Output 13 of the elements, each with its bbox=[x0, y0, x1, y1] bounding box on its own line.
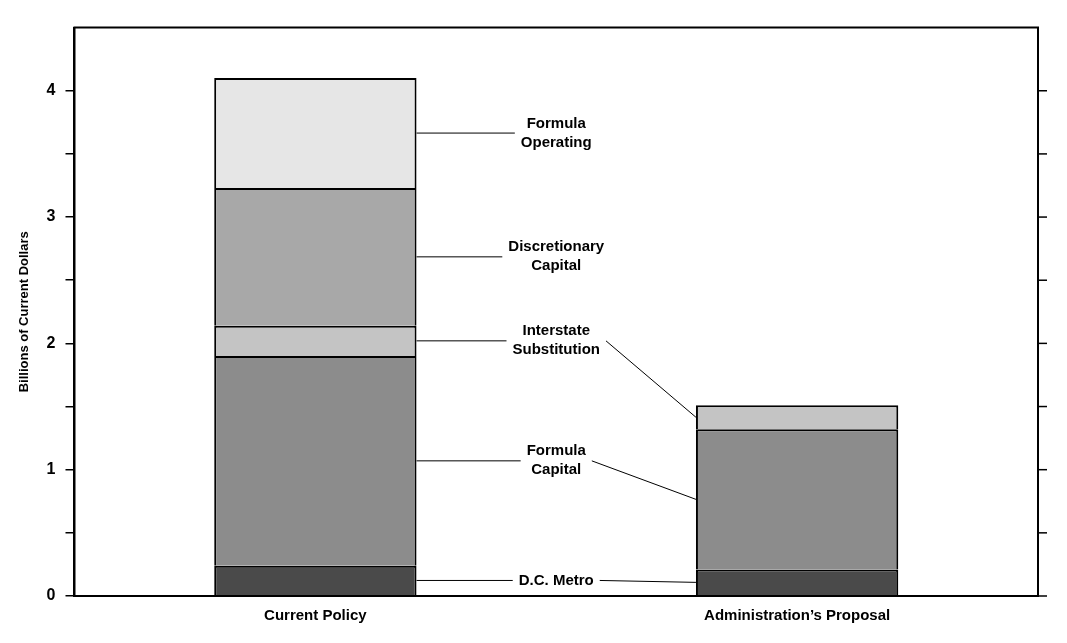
y-tick-label: 2 bbox=[46, 333, 56, 351]
y-tick-label: 1 bbox=[46, 460, 56, 478]
text: Formula Operating bbox=[520, 113, 592, 150]
y-axis-title: Billions of Current Dollars bbox=[16, 231, 32, 393]
x-tick-label: Current Policy bbox=[264, 606, 368, 624]
text: Formula Capital bbox=[526, 441, 587, 478]
y-tick-label: 4 bbox=[46, 81, 56, 99]
y-tick-label: 0 bbox=[46, 586, 56, 604]
text: Interstate Substitution bbox=[512, 321, 600, 358]
text: D.C. Metro bbox=[518, 570, 594, 588]
y-tick-label: 3 bbox=[46, 207, 56, 225]
x-tick-label: Administration’s Proposal bbox=[704, 606, 891, 624]
text: Discretionary Capital bbox=[508, 237, 605, 274]
